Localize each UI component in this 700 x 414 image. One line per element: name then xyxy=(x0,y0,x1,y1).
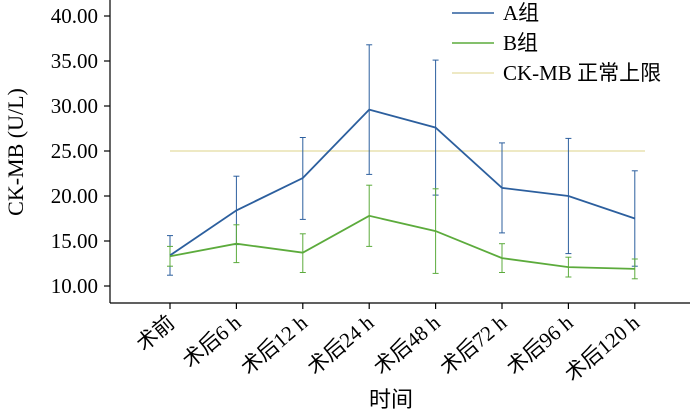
y-axis-title: CK-MB (U/L) xyxy=(3,88,28,216)
x-tick-label: 术后72 h xyxy=(435,310,511,379)
x-tick-label: 术后24 h xyxy=(303,310,379,379)
y-tick-label: 10.00 xyxy=(51,274,98,298)
legend: A组 B组 CK-MB 正常上限 xyxy=(452,1,661,85)
x-axis-title: 时间 xyxy=(369,387,413,412)
legend-label-b: B组 xyxy=(503,31,538,55)
x-tick-label: 术后120 h xyxy=(560,310,644,386)
x-tick-label: 术后48 h xyxy=(369,310,445,379)
x-tick-label: 术后6 h xyxy=(178,310,246,373)
y-tick-label: 20.00 xyxy=(51,184,98,208)
y-tick-label: 30.00 xyxy=(51,94,98,118)
y-tick-label: 25.00 xyxy=(51,139,98,163)
x-tick-label: 术前 xyxy=(132,310,180,355)
legend-label-a: A组 xyxy=(503,1,539,25)
legend-label-reference: CK-MB 正常上限 xyxy=(503,61,661,85)
y-tick-label: 40.00 xyxy=(51,4,98,28)
y-axis-ticks: 10.00 15.00 20.00 25.00 30.00 35.00 40.00 xyxy=(51,4,110,298)
series-lines-layer xyxy=(169,108,636,270)
series-line-b xyxy=(169,214,635,270)
y-tick-label: 15.00 xyxy=(51,229,98,253)
x-tick-label: 术后12 h xyxy=(236,310,312,379)
series-line-a xyxy=(169,108,636,257)
y-tick-label: 35.00 xyxy=(51,49,98,73)
